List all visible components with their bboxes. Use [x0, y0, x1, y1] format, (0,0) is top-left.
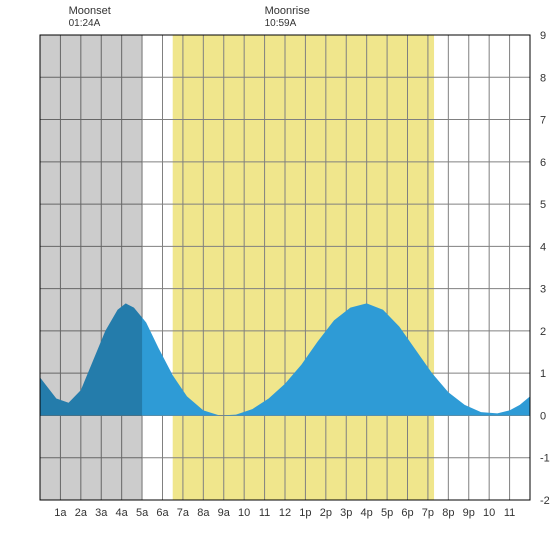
- y-tick-label: 7: [540, 115, 546, 127]
- x-tick-label: 11: [259, 507, 270, 519]
- night-shade: [40, 35, 142, 500]
- y-tick-label: 5: [540, 199, 546, 211]
- x-tick-label: 9a: [218, 507, 231, 519]
- y-tick-label: 9: [540, 30, 546, 42]
- x-tick-label: 10: [483, 507, 495, 519]
- moon-event-time: 10:59A: [265, 18, 297, 29]
- x-tick-label: 3p: [340, 507, 352, 519]
- moon-event-time: 01:24A: [69, 18, 101, 29]
- x-tick-label: 11: [504, 507, 515, 519]
- x-tick-label: 6p: [401, 507, 413, 519]
- daylight-band: [173, 35, 434, 500]
- y-tick-label: 6: [540, 157, 546, 169]
- x-tick-label: 5a: [136, 507, 149, 519]
- y-tick-label: -2: [540, 495, 550, 507]
- x-tick-label: 9p: [463, 507, 475, 519]
- x-tick-label: 12: [279, 507, 291, 519]
- x-tick-label: 4p: [361, 507, 373, 519]
- x-tick-label: 7a: [177, 507, 190, 519]
- y-tick-label: 1: [540, 368, 546, 380]
- y-tick-label: -1: [540, 453, 550, 465]
- x-tick-label: 3a: [95, 507, 108, 519]
- x-tick-label: 6a: [156, 507, 169, 519]
- x-tick-label: 4a: [116, 507, 129, 519]
- x-tick-label: 8a: [197, 507, 210, 519]
- x-tick-label: 10: [238, 507, 250, 519]
- moon-event-title: Moonrise: [265, 5, 310, 17]
- y-tick-label: 0: [540, 410, 546, 422]
- x-tick-label: 5p: [381, 507, 393, 519]
- x-tick-label: 1p: [299, 507, 311, 519]
- y-tick-label: 8: [540, 72, 546, 84]
- tide-chart: 1a2a3a4a5a6a7a8a9a1011121p2p3p4p5p6p7p8p…: [0, 0, 550, 550]
- x-tick-label: 2p: [320, 507, 332, 519]
- x-tick-label: 1a: [54, 507, 67, 519]
- x-tick-label: 7p: [422, 507, 434, 519]
- y-tick-label: 2: [540, 326, 546, 338]
- x-tick-label: 2a: [75, 507, 88, 519]
- x-tick-label: 8p: [442, 507, 454, 519]
- y-tick-label: 4: [540, 241, 546, 253]
- y-tick-label: 3: [540, 284, 546, 296]
- moon-event-title: Moonset: [69, 5, 111, 17]
- chart-svg: 1a2a3a4a5a6a7a8a9a1011121p2p3p4p5p6p7p8p…: [0, 0, 550, 550]
